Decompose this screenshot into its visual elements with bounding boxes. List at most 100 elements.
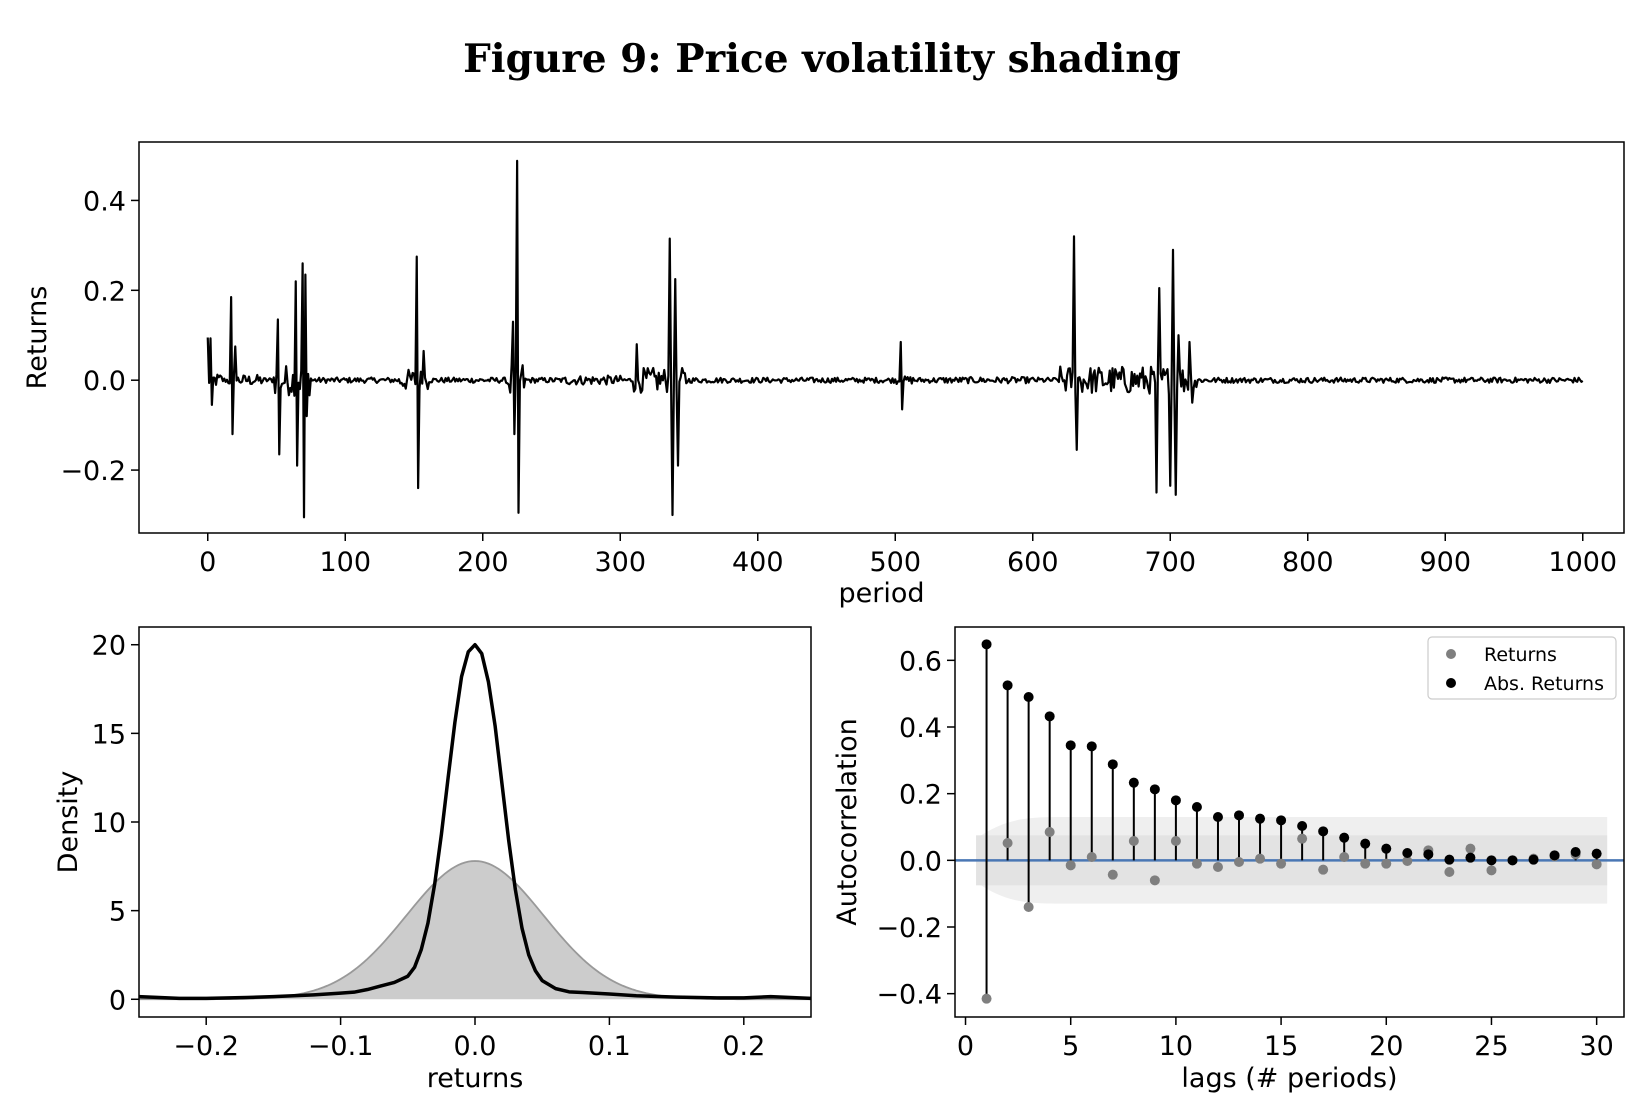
y-tick-label: −0.4 (876, 980, 942, 1011)
returns-point (1023, 902, 1034, 912)
y-tick-label: 10 (92, 808, 126, 839)
returns-point (1107, 869, 1118, 880)
returns-point (1170, 836, 1181, 846)
returns-point (1486, 865, 1497, 876)
abs-returns-point (1549, 850, 1560, 861)
normal-density-area (139, 861, 811, 1000)
x-tick-label: 900 (1419, 547, 1471, 578)
x-axis-label: returns (427, 1063, 524, 1094)
abs-returns-point (1044, 711, 1055, 722)
x-tick-label: 25 (1474, 1031, 1508, 1062)
x-tick-label: 600 (1007, 547, 1059, 578)
y-axis-label: Density (53, 771, 84, 874)
returns-line (206, 159, 1584, 519)
returns-point (1360, 858, 1371, 869)
abs-returns-point (1023, 692, 1034, 702)
figure-title: Figure 9: Price volatility shading (463, 36, 1181, 82)
abs-returns-point (1276, 815, 1287, 826)
y-tick-label: 15 (92, 719, 126, 750)
y-tick-label: 0.4 (83, 186, 126, 217)
empirical-density-line (139, 642, 811, 1001)
panel-2-frame (138, 626, 812, 1018)
x-tick-label: 30 (1579, 1031, 1613, 1062)
returns-point (1234, 857, 1245, 867)
returns-point (1297, 833, 1308, 844)
x-tick-label: 0 (199, 547, 216, 578)
legend-returns-marker (1446, 649, 1456, 659)
returns-point (1318, 864, 1329, 875)
panel-3-frame (954, 626, 1625, 1018)
abs-returns-point (1444, 854, 1455, 865)
legend-box (1427, 636, 1617, 700)
abs-returns-point (1149, 784, 1160, 795)
returns-point (1255, 853, 1266, 864)
returns-point (1276, 858, 1287, 869)
y-tick-label: 20 (92, 631, 126, 662)
abs-returns-point (1297, 821, 1308, 831)
y-axis-label: Autocorrelation (832, 718, 863, 926)
x-tick-label: 20 (1369, 1031, 1403, 1062)
abs-returns-point (1591, 848, 1602, 859)
x-tick-label: 300 (594, 547, 646, 578)
abs-returns-point (1255, 813, 1266, 824)
abs-returns-point (1191, 802, 1202, 812)
returns-point (1044, 827, 1055, 837)
x-tick-label: 0.1 (588, 1031, 631, 1062)
abs-returns-point (1423, 849, 1434, 860)
x-tick-label: 1000 (1548, 547, 1617, 578)
abs-returns-point (1318, 826, 1329, 837)
x-tick-label: 200 (457, 547, 509, 578)
returns-point (1065, 860, 1076, 871)
returns-point (1444, 867, 1455, 877)
y-tick-label: −0.2 (60, 456, 126, 487)
returns-point (1339, 852, 1350, 862)
x-tick-label: 10 (1159, 1031, 1193, 1062)
abs-returns-point (1381, 843, 1392, 854)
x-tick-label: 0.2 (722, 1031, 765, 1062)
abs-returns-point (1465, 852, 1476, 863)
abs-returns-point (1107, 759, 1118, 770)
abs-returns-point (1360, 838, 1371, 849)
x-tick-label: 500 (869, 547, 921, 578)
returns-point (1402, 856, 1413, 866)
returns-point (1128, 836, 1139, 846)
abs-returns-point (1528, 854, 1539, 865)
abs-returns-point (1234, 810, 1245, 821)
abs-returns-point (981, 639, 992, 650)
abs-returns-point (1402, 848, 1413, 858)
returns-point (981, 993, 992, 1004)
returns-point (1149, 875, 1160, 886)
legend-abs-returns-label: Abs. Returns (1484, 673, 1604, 695)
legend-abs-returns-marker (1446, 678, 1456, 688)
returns-point (1465, 843, 1476, 854)
returns-point (1086, 852, 1097, 862)
abs-returns-point (1002, 680, 1013, 691)
x-tick-label: −0.2 (173, 1031, 239, 1062)
abs-returns-point (1570, 847, 1581, 857)
abs-returns-point (1507, 855, 1518, 866)
x-tick-label: 15 (1264, 1031, 1298, 1062)
panel-3-axes: 0 5 10 15 20 25 30 −0.4 −0.2 0.0 0.2 0.4 0.6 lags (# … (832, 646, 1614, 1094)
abs-returns-point (1065, 740, 1076, 751)
y-tick-label: 0.2 (899, 780, 942, 811)
x-axis-label: lags (# periods) (1181, 1063, 1397, 1094)
returns-point (1591, 859, 1602, 870)
x-tick-label: 700 (1144, 547, 1196, 578)
returns-point (1191, 858, 1202, 869)
abs-returns-point (1486, 855, 1497, 866)
y-tick-label: 0.0 (899, 846, 942, 877)
returns-point (1212, 862, 1223, 872)
x-tick-label: 0 (957, 1031, 974, 1062)
abs-returns-point (1212, 812, 1223, 822)
x-tick-label: 5 (1062, 1031, 1079, 1062)
density-plot-area (139, 642, 811, 1001)
y-tick-label: 0.4 (899, 713, 942, 744)
abs-returns-point (1339, 832, 1350, 843)
returns-point (1381, 858, 1392, 869)
panel-1-frame (138, 141, 1625, 534)
y-axis-label: Returns (22, 286, 53, 390)
x-tick-label: 100 (319, 547, 371, 578)
panel-1-axes: 0 100 200 300 400 500 600 700 800 900 1000 −0.2 0.0 0… (22, 186, 1617, 609)
x-tick-label: 800 (1282, 547, 1334, 578)
